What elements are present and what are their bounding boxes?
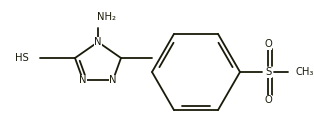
Text: N: N — [94, 37, 102, 47]
Text: CH₃: CH₃ — [296, 67, 314, 77]
Text: NH₂: NH₂ — [98, 12, 116, 22]
Text: O: O — [264, 39, 272, 49]
Text: S: S — [265, 67, 271, 77]
Text: O: O — [264, 95, 272, 105]
Text: N: N — [79, 75, 87, 85]
Text: HS: HS — [15, 53, 29, 63]
Text: N: N — [109, 75, 117, 85]
